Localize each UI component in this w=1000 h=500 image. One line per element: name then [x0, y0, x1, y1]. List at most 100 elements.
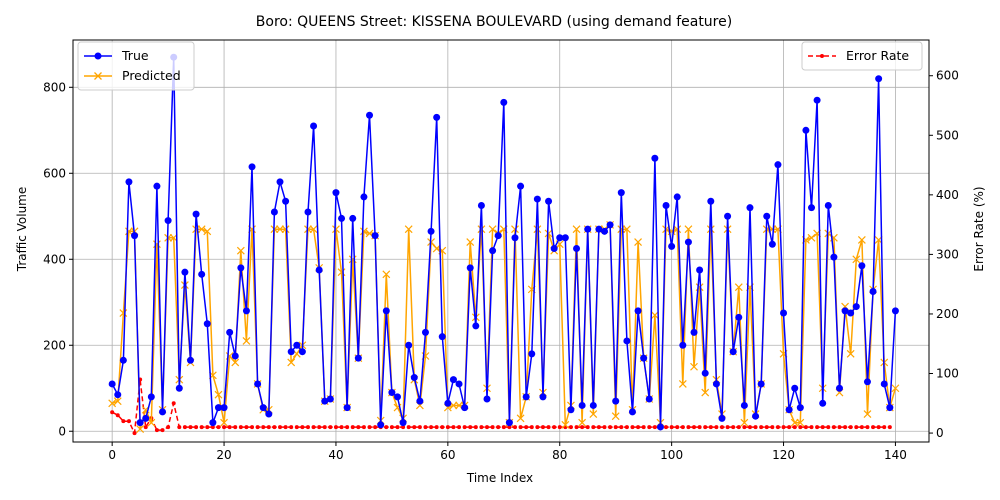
true-point	[421, 328, 429, 336]
error-rate-point	[585, 425, 590, 430]
error-rate-point	[272, 425, 277, 430]
true-point	[410, 374, 418, 382]
legend-predicted-marker	[94, 72, 102, 80]
true-point	[886, 404, 894, 412]
true-point	[567, 406, 575, 414]
error-rate-point	[787, 425, 792, 430]
predicted-point	[516, 414, 525, 423]
predicted-point	[113, 397, 122, 406]
error-rate-point	[462, 425, 467, 430]
true-point	[354, 354, 362, 362]
error-rate-point	[792, 425, 797, 430]
predicted-point	[466, 238, 475, 246]
error-rate-point	[401, 425, 406, 430]
error-rate-point	[686, 425, 691, 430]
predicted-point	[432, 244, 441, 253]
true-point	[656, 423, 664, 431]
true-point	[231, 352, 239, 360]
true-point	[707, 197, 715, 205]
error-rate-point	[753, 425, 758, 430]
true-point	[461, 404, 469, 412]
error-rate-point	[333, 425, 338, 430]
true-point	[455, 380, 463, 388]
error-rate-point	[524, 425, 529, 430]
error-rate-point	[652, 425, 657, 430]
predicted-point	[360, 227, 368, 236]
error-rate-point	[417, 425, 422, 430]
true-point	[131, 232, 139, 240]
true-point	[651, 154, 659, 162]
true-point	[181, 268, 189, 276]
error-rate-point	[250, 425, 255, 430]
error-rate-point	[199, 425, 204, 430]
error-rate-point	[759, 425, 764, 430]
predicted-point	[236, 246, 245, 255]
true-point	[293, 341, 301, 349]
predicted-point	[684, 225, 693, 234]
y-left-tick-label: 600	[43, 166, 66, 180]
error-rate-point	[115, 413, 120, 418]
error-rate-point	[725, 425, 730, 430]
true-point	[304, 208, 312, 216]
true-point	[276, 178, 284, 186]
true-point	[858, 262, 866, 270]
true-point	[209, 419, 217, 427]
error-rate-point	[311, 425, 316, 430]
true-point	[835, 384, 843, 392]
true-point	[500, 98, 508, 106]
predicted-point	[231, 358, 240, 367]
true-point	[338, 214, 346, 222]
x-tick-label: 120	[772, 448, 795, 462]
error-rate-point	[255, 425, 260, 430]
error-rate-point	[826, 425, 831, 430]
predicted-point	[852, 255, 861, 264]
x-axis-ticks: 0 20 40 60 80 100 120 140	[108, 442, 907, 462]
true-point	[735, 313, 743, 321]
error-rate-point	[305, 425, 310, 430]
true-point	[847, 309, 855, 317]
error-rate-point	[429, 425, 434, 430]
y-right-tick-label: 500	[936, 128, 959, 142]
true-point	[393, 393, 401, 401]
error-rate-point	[803, 425, 808, 430]
true-point	[517, 182, 525, 190]
error-rate-point	[278, 425, 283, 430]
true-point	[606, 221, 614, 229]
error-rate-point	[473, 425, 478, 430]
error-rate-point	[468, 425, 473, 430]
error-rate-point	[552, 425, 557, 430]
true-point	[315, 266, 323, 274]
true-point	[136, 419, 144, 427]
error-rate-point	[882, 425, 887, 430]
true-point	[360, 193, 368, 201]
error-rate-point	[479, 425, 484, 430]
true-point	[114, 391, 122, 399]
true-point	[192, 210, 200, 218]
error-rate-point	[512, 425, 517, 430]
y-left-tick-label: 400	[43, 252, 66, 266]
error-rate-point	[613, 425, 618, 430]
predicted-point	[589, 410, 598, 418]
true-point	[628, 408, 636, 416]
true-point	[556, 234, 564, 242]
error-rate-point	[126, 419, 131, 424]
true-point	[808, 204, 816, 212]
true-point	[561, 234, 569, 242]
true-point	[416, 397, 424, 405]
true-point	[349, 214, 357, 222]
error-rate-point	[244, 425, 249, 430]
error-rate-point	[574, 425, 579, 430]
true-point	[528, 350, 536, 358]
error-rate-point	[680, 425, 685, 430]
error-rate-point	[261, 425, 266, 430]
true-point	[449, 376, 457, 384]
true-point	[198, 270, 206, 278]
error-rate-point	[647, 425, 652, 430]
true-point	[522, 393, 530, 401]
y-right-tick-label: 400	[936, 188, 959, 202]
true-point	[774, 161, 782, 169]
true-point	[310, 122, 318, 130]
true-point	[813, 96, 821, 104]
error-rate-point	[389, 425, 394, 430]
